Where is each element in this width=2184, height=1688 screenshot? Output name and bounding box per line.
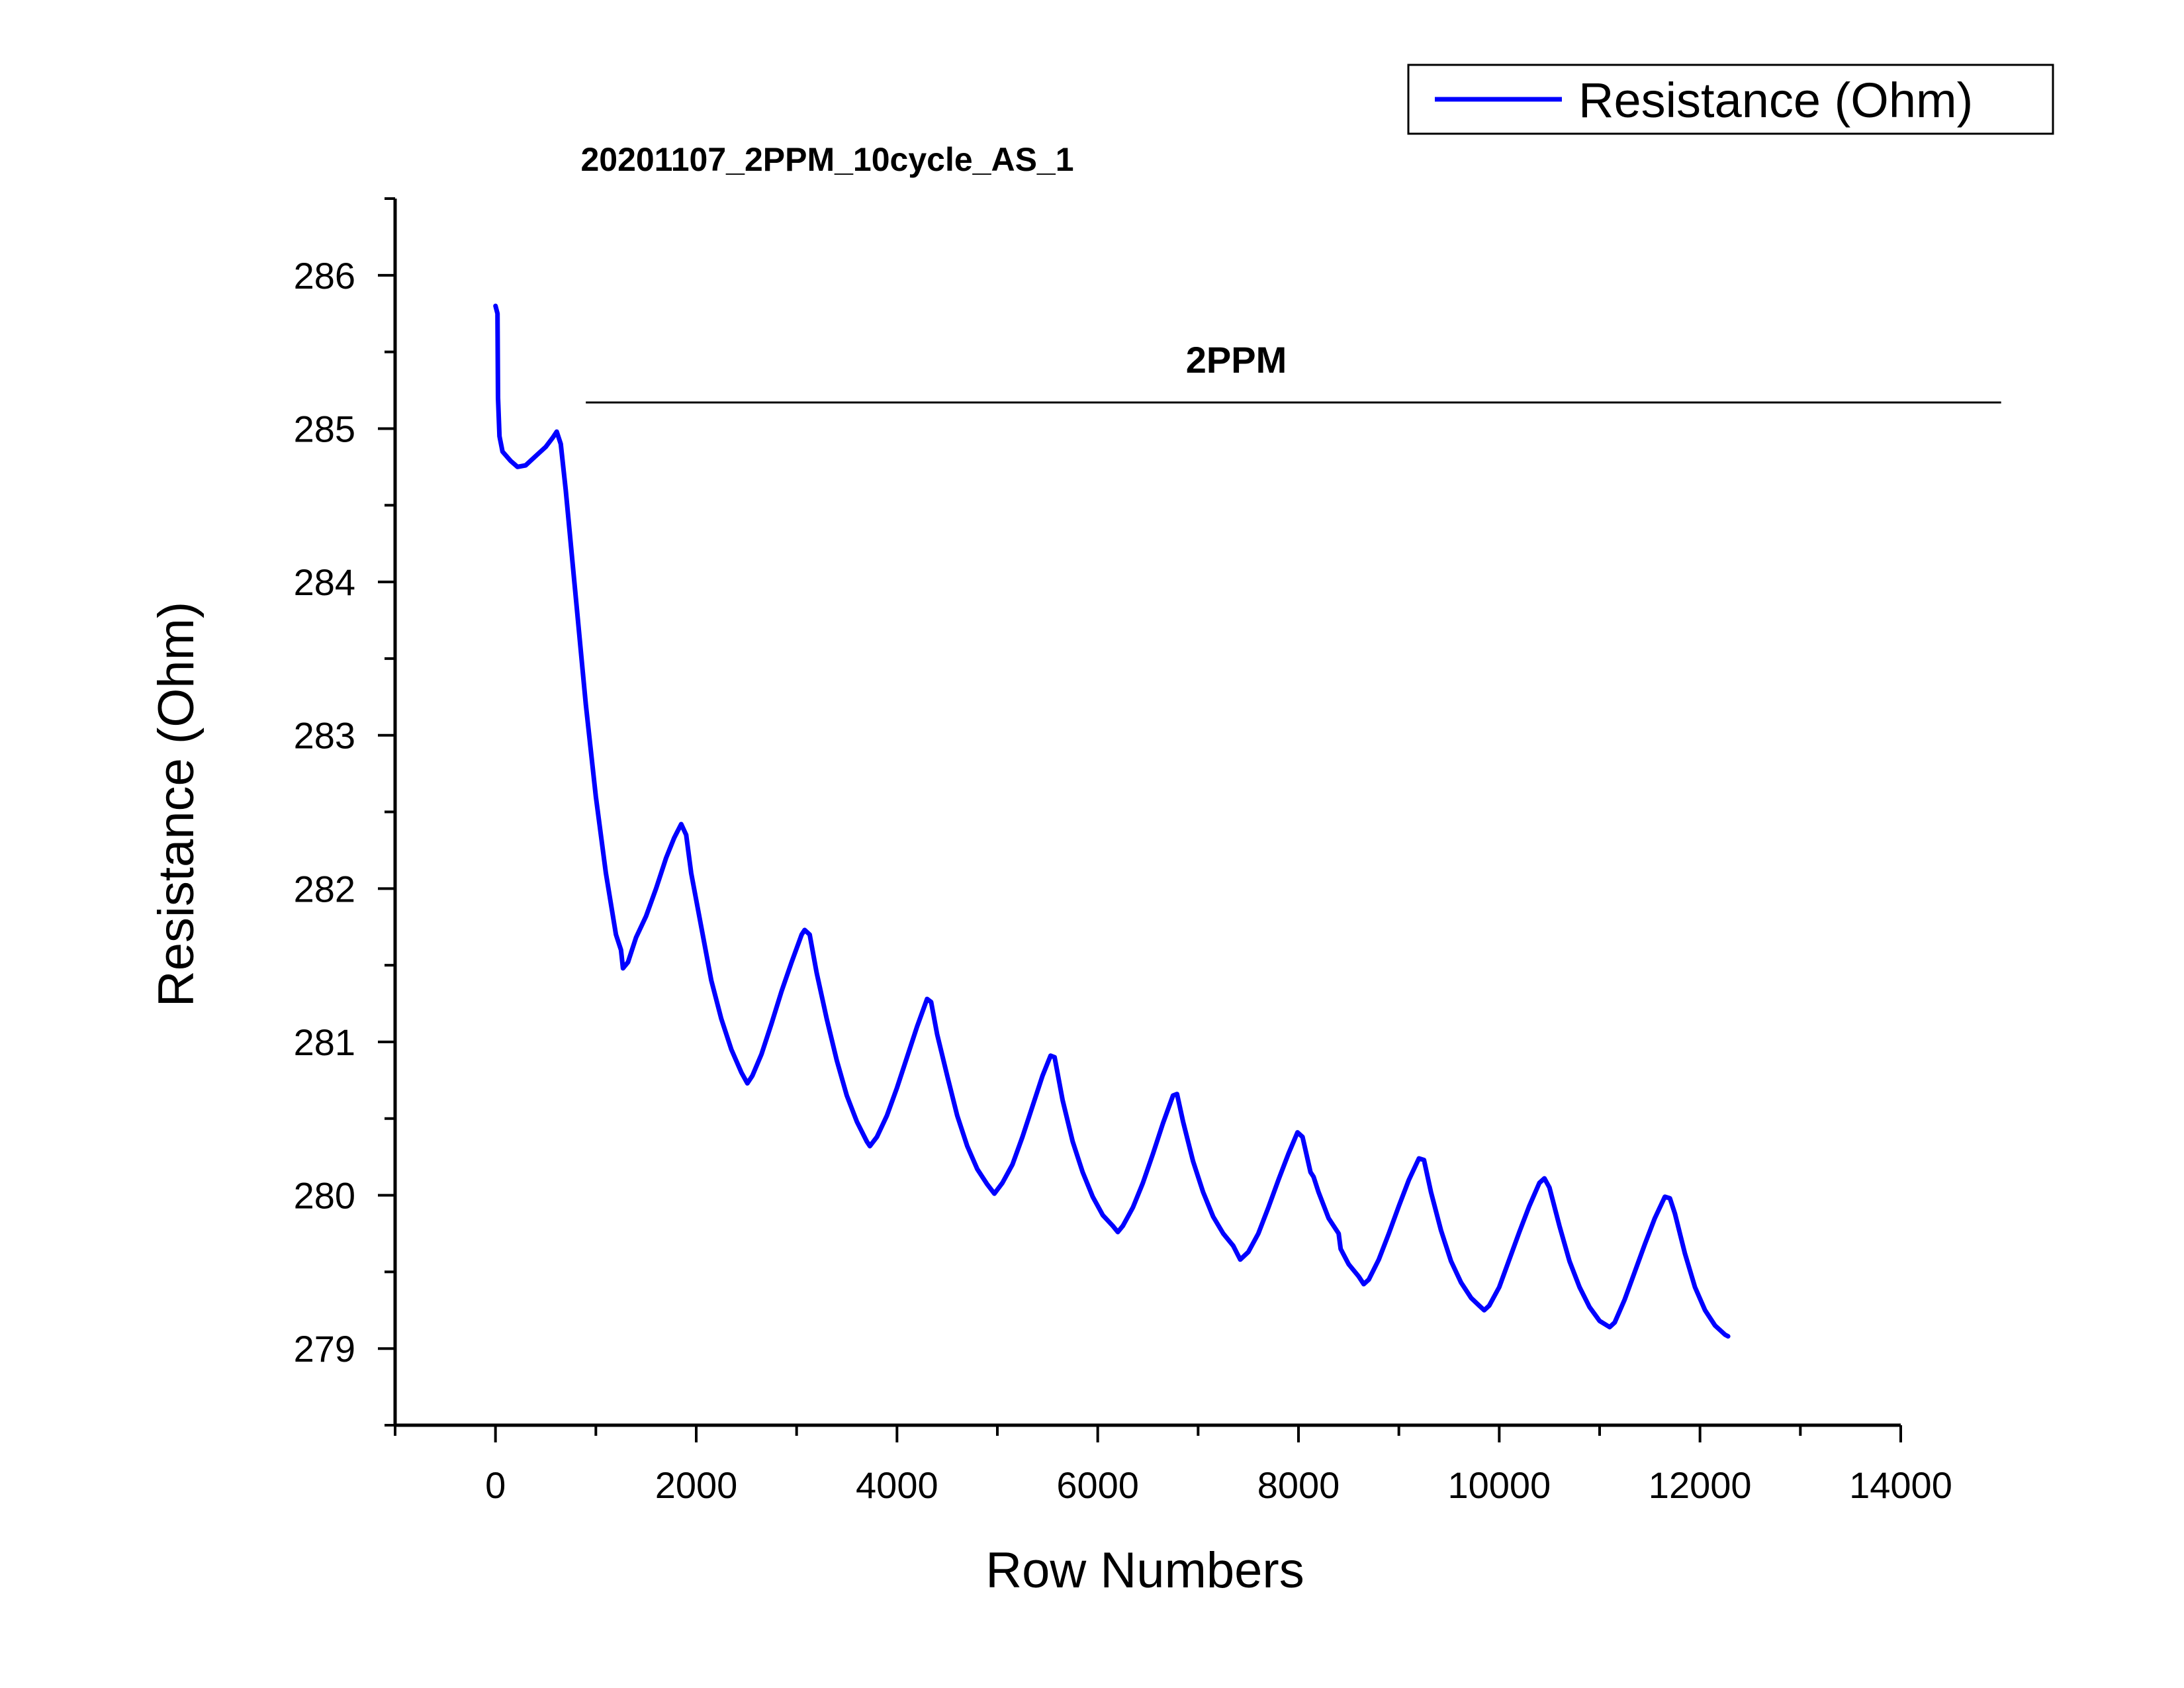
y-tick-label: 279 [294,1328,355,1370]
x-tick-label: 2000 [655,1464,738,1506]
x-axis-title: Row Numbers [985,1542,1304,1599]
x-tick-label: 12000 [1649,1464,1752,1506]
y-tick-label: 283 [294,715,355,757]
x-tick-label: 0 [485,1464,506,1506]
chart-title: 20201107_2PPM_10cycle_AS_1 [580,141,1073,178]
x-tick-label: 8000 [1257,1464,1340,1506]
x-tick-label: 14000 [1849,1464,1952,1506]
y-tick-label: 280 [294,1175,355,1217]
legend: Resistance (Ohm) [1407,64,2054,135]
x-tick-label: 10000 [1447,1464,1551,1506]
y-axis-ticks: 279 280 281 282 283 284 285 286 [294,197,395,1427]
x-tick-label: 4000 [856,1464,938,1506]
legend-label-resistance: Resistance (Ohm) [1578,73,1973,128]
y-axis-title: Resistance (Ohm) [148,602,205,1007]
axes: 0 2000 4000 6000 8000 10000 12000 14000 2792802… [294,197,1952,1506]
y-tick-label: 284 [294,561,355,603]
y-tick-label: 286 [294,255,355,297]
y-tick-label: 281 [294,1021,355,1063]
x-tick-label: 6000 [1056,1464,1139,1506]
x-axis-ticks: 0 2000 4000 6000 8000 10000 12000 14000 [394,1425,1952,1506]
y-tick-label: 285 [294,408,355,449]
y-tick-label: 282 [294,868,355,910]
annotation-label: 2PPM [1186,339,1287,381]
series-group [493,303,1731,1339]
annotation: 2PPM [586,339,2001,404]
series-line-resistance [493,303,1731,1339]
